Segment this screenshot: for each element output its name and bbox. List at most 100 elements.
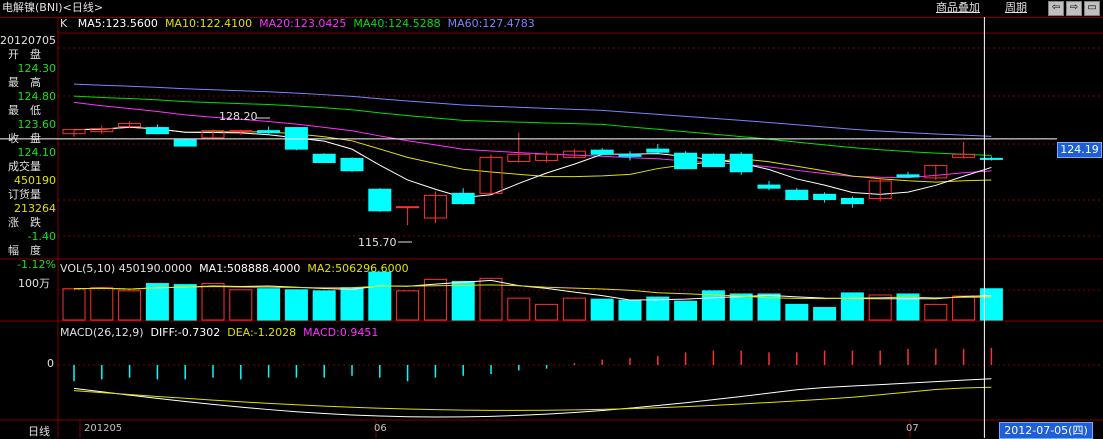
macd-indicator-line: MACD(26,12,9) DIFF:-0.7302 DEA:-1.2028 M… [60,326,378,340]
volume-bar [451,280,475,321]
vol-name: VOL(5,10) 450190.0000 [60,262,193,275]
ma40-value: MA40:124.5288 [353,17,441,30]
volume-bar [62,288,86,321]
candle-body [451,192,475,205]
volume-bar [590,298,614,321]
candle-body [257,130,281,134]
volume-bar [840,292,864,321]
candle-body [201,130,225,139]
info-date: 20120705 [0,34,56,47]
candle-body [674,152,698,170]
ma10-line [73,126,992,183]
candle-body [62,129,86,135]
candle-body [368,188,392,212]
xaxis-label-jun: 06 [374,423,387,434]
volume-bar [340,287,364,321]
volume-bar [312,290,336,321]
volume-bar [785,303,809,321]
candle-body [618,153,642,157]
candle-body [785,189,809,200]
candle-body [340,157,364,172]
overlay-commodity-link[interactable]: 商品叠加 [936,1,980,14]
vol-ma2-line [73,284,992,300]
info-label: 成交量 [8,160,41,173]
volume-bar [201,283,225,321]
period-type-label: 日线 [28,425,50,438]
macd-value: MACD:0.9451 [303,326,379,339]
prev-arrow-icon[interactable]: ⇦ [1048,1,1064,16]
info-value: 124.10 [17,146,57,159]
volume-bar [924,303,948,321]
ma20-value: MA20:123.0425 [259,17,347,30]
vol-indicator-line: VOL(5,10) 450190.0000 MA1:508888.4000 MA… [60,262,409,276]
xaxis-label-may: 201205 [84,423,123,434]
high-mark-label: 128.20 [219,110,258,123]
maximize-icon[interactable]: ▭ [1084,1,1100,16]
macd-diff-line [73,378,992,418]
volume-bar [562,297,586,321]
k-label: K [60,17,68,30]
macd-name: MACD(26,12,9) [60,326,144,339]
low-mark-label: 115.70 [358,236,397,249]
volume-bar [979,288,1003,321]
volume-bar [118,290,142,321]
candle-body [757,184,781,189]
ma5-line [73,126,992,198]
info-value: 213264 [14,202,56,215]
macd-diff: DIFF:-0.7302 [150,326,221,339]
info-value: 450190 [14,174,56,187]
info-label: 订货量 [8,188,41,201]
candle-body [646,148,670,153]
vol-ma1: MA1:508888.4000 [199,262,301,275]
ma20-line [73,101,992,179]
volume-bar [896,293,920,321]
price-indicator-line: K MA5:123.5600 MA10:122.4100 MA20:123.04… [60,17,535,31]
candle-body [479,156,503,194]
volume-bar [90,287,114,321]
candle-body [952,153,976,158]
volume-bar [813,307,837,321]
candle-body [562,150,586,158]
candle-body [729,153,753,173]
info-value: -1.40 [27,230,56,243]
ma60-value: MA60:127.4783 [447,17,535,30]
candle-body [118,122,142,128]
macd-dea: DEA:-1.2028 [227,326,297,339]
cursor-date-badge: 2012-07-05(四) [999,422,1093,439]
candle-body [590,149,614,155]
next-arrow-icon[interactable]: ⇨ [1066,1,1082,16]
info-label: 开 盘 [8,48,41,61]
volume-bar [173,284,197,321]
candle-body [173,139,197,147]
info-label: 收 盘 [8,132,41,145]
volume-bar [257,288,281,321]
vol-unit-label: 100万 [18,277,50,290]
candle-body [840,197,864,205]
volume-bar [396,290,420,321]
volume-bar [757,293,781,321]
ma5-value: MA5:123.5600 [77,17,158,30]
volume-bar [618,299,642,321]
volume-bar [535,303,559,321]
info-value: 124.30 [17,62,57,75]
volume-bar [507,297,531,321]
volume-bar [952,295,976,321]
candle-body [396,206,420,209]
period-link[interactable]: 周期 [1005,1,1027,14]
info-value: 124.80 [17,90,57,103]
info-value: 123.60 [17,118,57,131]
ma10-value: MA10:122.4100 [164,17,253,30]
ma40-line [73,95,992,156]
candle-body [535,153,559,161]
xaxis-label-jul: 07 [906,423,919,434]
candle-body [813,193,837,201]
info-label: 最 低 [8,104,41,117]
candle-body [507,153,531,162]
candle-body [924,165,948,179]
info-value: -1.12% [17,258,56,271]
candle-body [701,153,725,168]
current-price-badge: 124.19 [1057,142,1102,158]
macd-dea-line [73,386,992,411]
